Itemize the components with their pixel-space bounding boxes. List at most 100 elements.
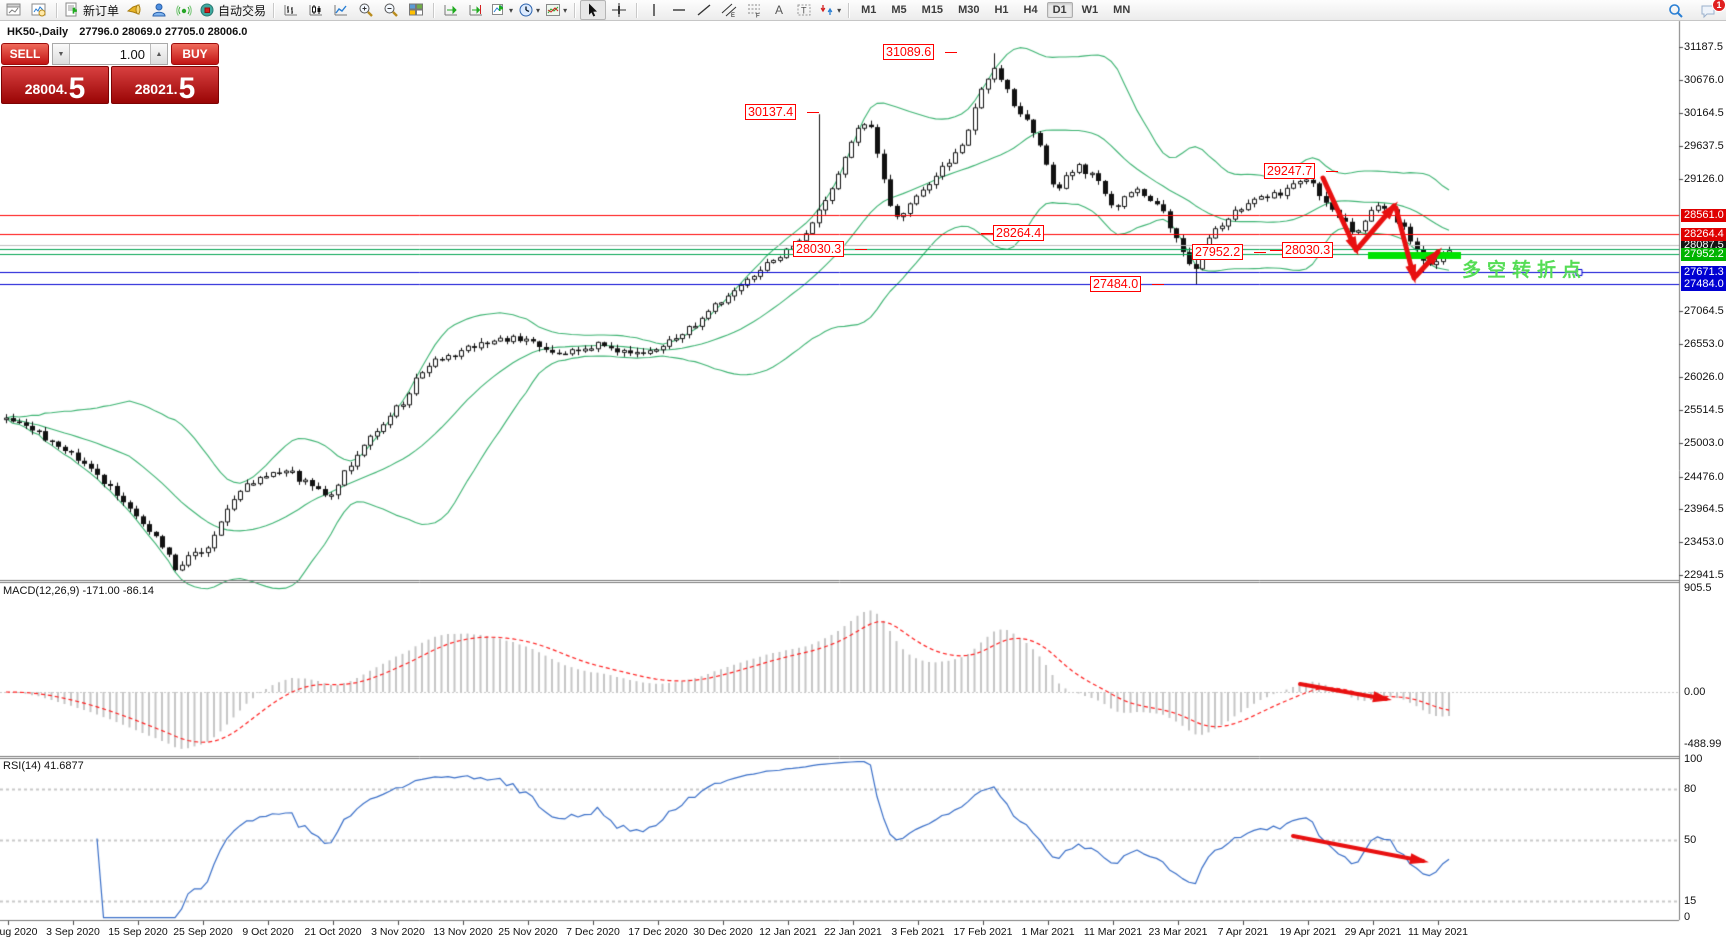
- channel-icon[interactable]: E: [717, 1, 741, 19]
- date-axis-label: 23 Mar 2021: [1148, 926, 1208, 938]
- sell-price-box[interactable]: 28004. 5: [1, 66, 109, 104]
- text-label-icon[interactable]: T: [792, 1, 816, 19]
- callout-leader-line: [1152, 284, 1164, 285]
- price-callout-label[interactable]: 28030.3: [1282, 242, 1334, 258]
- date-axis-label: 22 Jan 2021: [824, 926, 882, 938]
- price-callout-label[interactable]: 27484.0: [1090, 276, 1142, 292]
- signals-icon[interactable]: [172, 1, 196, 19]
- dropdown-caret: ▾: [563, 5, 568, 15]
- price-callout-label[interactable]: 27952.2: [1192, 244, 1244, 260]
- toolbar-separator: [433, 2, 435, 18]
- line-style-icon[interactable]: [329, 1, 353, 19]
- date-axis-label: 9 Oct 2020: [242, 926, 294, 938]
- date-axis-label: 17 Dec 2020: [628, 926, 688, 938]
- price-axis-tick: 26553.0: [1684, 337, 1724, 350]
- price-callout-label[interactable]: 29247.7: [1264, 163, 1316, 179]
- ohlc-values: 27796.0 28069.0 27705.0 28006.0: [79, 26, 248, 38]
- toolbar-separator: [273, 2, 275, 18]
- tile-windows-icon[interactable]: [404, 1, 428, 19]
- price-axis-tick: 30164.5: [1684, 106, 1724, 119]
- templates-icon[interactable]: ▾: [543, 1, 569, 19]
- price-callout-label[interactable]: 30137.4: [745, 104, 797, 120]
- dropdown-caret: ▾: [536, 5, 541, 15]
- macd-axis-tick: 0.00: [1684, 686, 1706, 698]
- date-axis-label: 21 Oct 2020: [304, 926, 362, 938]
- buy-price: 28021.: [134, 81, 178, 97]
- tab-timeframe-m5[interactable]: M5: [891, 4, 907, 16]
- sell-price: 28004.: [24, 81, 68, 97]
- price-callout-label[interactable]: 28030.3: [793, 241, 845, 257]
- turning-point-annotation[interactable]: 多空转折点: [1462, 260, 1588, 281]
- callout-leader-line: [945, 52, 957, 53]
- date-axis-label: 3 Nov 2020: [371, 926, 425, 938]
- rsi-indicator-label: RSI(14) 41.6877: [3, 760, 84, 772]
- tab-timeframe-m15[interactable]: M15: [921, 4, 944, 16]
- price-axis-tick: 23453.0: [1684, 536, 1724, 549]
- macd-axis-tick: -488.99: [1684, 738, 1722, 750]
- rsi-axis-tick: 0: [1684, 911, 1691, 923]
- crosshair-icon[interactable]: [607, 1, 631, 19]
- notification-badge: 1: [1712, 0, 1726, 12]
- arrows-icon[interactable]: ▾: [817, 1, 843, 19]
- chat-icon[interactable]: 1: [1696, 0, 1726, 20]
- rsi-axis-tick: 80: [1684, 783, 1697, 795]
- callout-leader-line: [1326, 171, 1338, 172]
- tab-timeframe-h4[interactable]: H4: [1023, 4, 1038, 16]
- tab-timeframe-w1[interactable]: W1: [1081, 4, 1099, 16]
- date-axis-label: 3 Feb 2021: [891, 926, 945, 938]
- chart-shift-icon[interactable]: [464, 1, 488, 19]
- tab-timeframe-h1[interactable]: H1: [994, 4, 1009, 16]
- price-axis-tick: 25003.0: [1684, 437, 1724, 449]
- trendline-icon[interactable]: [692, 1, 716, 19]
- svg-text:A: A: [775, 3, 783, 17]
- vertical-line-icon[interactable]: [642, 1, 666, 19]
- volume-decrease-button[interactable]: ▼: [53, 44, 70, 64]
- search-icon[interactable]: [1664, 2, 1688, 20]
- fibonacci-icon[interactable]: F: [742, 1, 766, 19]
- price-axis-tick: 25514.5: [1684, 404, 1724, 417]
- symbol-period-label: HK50-,Daily: [7, 26, 69, 38]
- bars-style-icon[interactable]: [279, 1, 303, 19]
- one-click-trading-panel: SELL ▼ 1.00 ▲ BUY 28004. 5 28021. 5: [1, 43, 219, 104]
- callout-leader-line: [1254, 252, 1266, 253]
- price-axis-tick: 24476.0: [1684, 470, 1724, 483]
- dropdown-caret: ▾: [837, 5, 842, 15]
- zoom-out-icon[interactable]: [379, 1, 403, 19]
- new-order-label: 新订单: [83, 3, 120, 18]
- rsi-axis-tick: 50: [1684, 834, 1697, 846]
- svg-text:E: E: [731, 13, 735, 18]
- price-callout-label[interactable]: 28264.4: [993, 225, 1045, 241]
- rsi-axis-tick: 15: [1684, 895, 1697, 907]
- autoscroll-icon[interactable]: [439, 1, 463, 19]
- price-callout-label[interactable]: 31089.6: [883, 44, 935, 60]
- candles-style-icon[interactable]: [304, 1, 328, 19]
- volume-input[interactable]: 1.00: [119, 46, 145, 62]
- toolbar-separator: [636, 2, 638, 18]
- sound-icon[interactable]: [122, 1, 146, 19]
- new-order-button[interactable]: 新订单: [62, 1, 121, 19]
- rsi-axis-tick: 100: [1684, 753, 1703, 765]
- date-axis-label: 11 May 2021: [1408, 926, 1468, 938]
- volume-increase-button[interactable]: ▲: [150, 44, 167, 64]
- horizontal-line-icon[interactable]: [667, 1, 691, 19]
- toolbar-separator: [56, 2, 57, 18]
- buy-button[interactable]: BUY: [171, 43, 219, 65]
- periods-clock-icon[interactable]: ▾: [516, 1, 542, 19]
- zoom-in-icon[interactable]: [354, 1, 378, 19]
- tick-chart-icon[interactable]: [27, 1, 51, 19]
- autotrading-button[interactable]: 自动交易: [197, 1, 268, 19]
- autotrading-label: 自动交易: [218, 3, 267, 18]
- cursor-icon[interactable]: [580, 0, 607, 20]
- tab-timeframe-m1[interactable]: M1: [861, 4, 877, 16]
- date-axis-label: 25 Sep 2020: [173, 926, 233, 938]
- tab-timeframe-m30[interactable]: M30: [958, 4, 980, 16]
- add-indicator-icon[interactable]: ▾: [489, 1, 515, 19]
- sell-button[interactable]: SELL: [1, 43, 49, 65]
- tab-timeframe-mn[interactable]: MN: [1113, 4, 1131, 16]
- community-icon[interactable]: [147, 1, 171, 19]
- buy-price-box[interactable]: 28021. 5: [111, 66, 219, 104]
- text-icon[interactable]: A: [767, 1, 791, 19]
- chart-window-icon[interactable]: [2, 1, 26, 19]
- tab-timeframe-d1[interactable]: D1: [1046, 2, 1073, 18]
